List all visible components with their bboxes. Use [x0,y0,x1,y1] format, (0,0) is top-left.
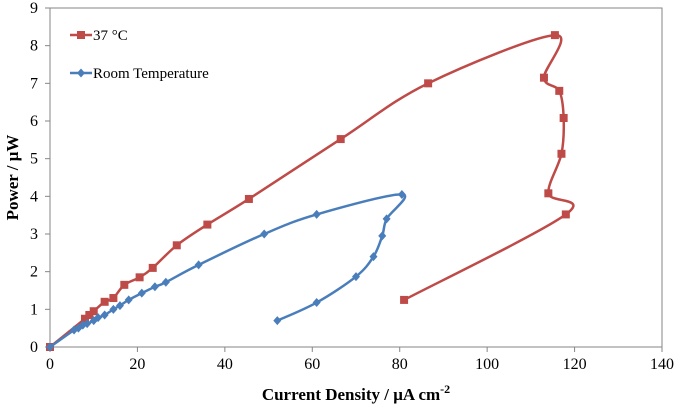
x-axis-title: Current Density / μA cm-2 [262,382,450,404]
data-point-37c [336,135,345,144]
x-axis-title-text: Current Density / μA cm-2 [262,382,450,404]
legend-marker-37c [77,31,85,39]
x-axis-title-superscript: -2 [440,382,450,396]
y-tick-label: 5 [30,151,38,168]
data-point-37c [424,79,433,88]
data-point-37c [544,189,553,198]
tick-labels: 0 20 40 60 80 100 120 140 0 1 2 3 4 5 6 7 8 9 [30,0,674,373]
series-room-temperature [46,189,407,352]
series-37c [46,31,575,351]
data-point-room-temperature [83,319,92,329]
legend: 37 °C Room Temperature [70,28,209,82]
data-point-37c [400,295,409,304]
data-point-37c [109,294,118,303]
x-tick-label: 80 [392,356,408,373]
data-point-37c [244,194,253,203]
data-point-37c [550,31,559,40]
data-point-room-temperature [397,189,406,199]
series-layer [46,31,575,352]
x-tick-label: 40 [217,356,233,373]
y-tick-label: 6 [30,113,38,130]
y-tick-label: 8 [30,38,38,55]
data-point-37c [89,307,98,316]
y-axis-title: Power / μW [3,135,22,221]
x-tick-label: 100 [475,356,499,373]
data-point-room-temperature [273,316,282,326]
data-point-37c [135,273,144,282]
data-point-37c [203,220,212,229]
data-point-room-temperature [161,277,170,287]
data-point-37c [120,280,129,289]
x-tick-label: 140 [650,356,674,373]
y-tick-label: 1 [30,301,38,318]
data-point-room-temperature [100,310,109,320]
data-point-room-temperature [378,231,387,241]
data-point-room-temperature [312,298,321,308]
data-point-room-temperature [137,288,146,298]
x-tick-label: 120 [563,356,587,373]
data-point-37c [80,314,89,323]
data-point-room-temperature [194,260,203,270]
x-tick-label: 0 [46,356,54,373]
data-point-room-temperature [124,295,133,305]
data-point-37c [100,297,109,306]
data-point-37c [539,73,548,82]
data-point-room-temperature [260,229,269,239]
data-point-room-temperature [94,313,103,323]
x-axis-title-main: Current Density / μA cm [262,385,440,404]
data-point-37c [148,263,157,272]
legend-label-37c: 37 °C [93,28,128,44]
y-axis-title-text: Power / μW [3,135,22,221]
x-tick-label: 60 [304,356,320,373]
data-point-room-temperature [109,304,118,314]
data-point-room-temperature [352,272,360,282]
data-point-37c [559,113,568,122]
y-tick-label: 7 [30,75,38,92]
data-point-room-temperature [115,301,124,311]
y-tick-label: 3 [30,226,38,243]
data-point-room-temperature [369,252,378,262]
data-point-37c [561,210,570,219]
plot-area-border [49,7,663,348]
legend-marker-room-temperature [77,68,85,78]
y-tick-label: 0 [30,339,38,356]
data-point-37c [555,86,564,95]
axes [45,7,663,352]
data-point-37c [85,310,94,319]
y-tick-label: 2 [30,264,38,281]
x-tick-label: 20 [129,356,145,373]
y-tick-label: 9 [30,0,38,17]
series-line-room-temperature [49,193,407,349]
legend-label-room-temperature: Room Temperature [93,66,209,82]
data-point-room-temperature [382,214,391,224]
data-point-37c [557,149,566,158]
data-point-room-temperature [46,342,54,352]
y-tick-label: 4 [30,188,38,205]
data-point-37c [172,241,181,250]
data-point-room-temperature [150,282,159,292]
data-point-room-temperature [312,209,321,219]
